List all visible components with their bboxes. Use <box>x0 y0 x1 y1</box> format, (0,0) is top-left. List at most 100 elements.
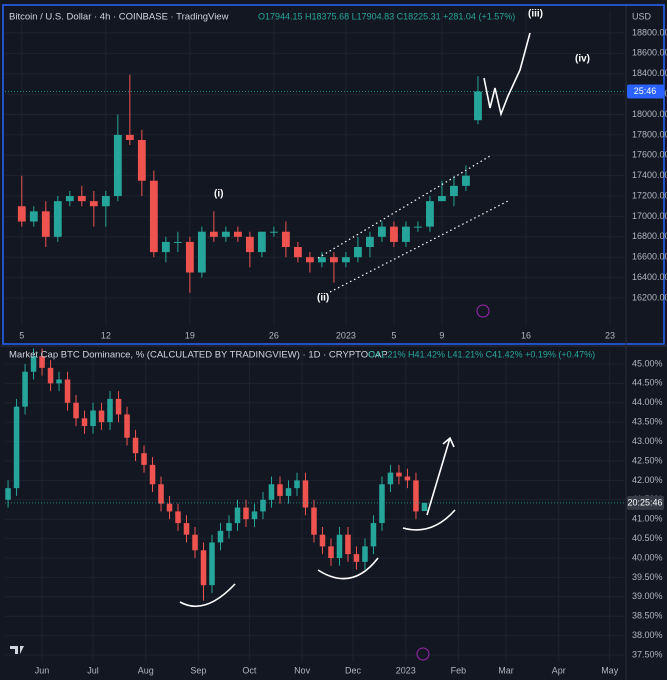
candle-body <box>113 134 122 197</box>
candle-body <box>319 534 326 547</box>
x-tick-label: Jun <box>35 665 50 675</box>
candle-body <box>158 484 164 504</box>
candle-body <box>125 134 134 140</box>
y-tick-label: 16400.00 <box>632 272 667 282</box>
y-tick-label: 18400.00 <box>632 68 667 78</box>
y-tick-label: 17800.00 <box>632 129 667 139</box>
candle-body <box>378 226 386 237</box>
x-tick-label: Nov <box>294 665 311 675</box>
candle-body <box>65 196 74 202</box>
wave-label: (ii) <box>317 293 329 304</box>
candle-body <box>413 480 419 512</box>
candle-body <box>438 196 446 202</box>
candle-body <box>234 507 241 524</box>
y-tick-label: 43.50% <box>632 417 663 427</box>
y-tick-label: 39.50% <box>632 572 663 582</box>
candle-body <box>183 523 190 535</box>
candle-body <box>366 236 374 248</box>
y-tick-label: 16800.00 <box>632 231 667 241</box>
candle-body <box>354 247 362 258</box>
y-tick-label: 38.50% <box>632 611 663 621</box>
x-tick-label: 5 <box>19 330 24 340</box>
candle-body <box>281 231 290 248</box>
y-tick-label: 18800.00 <box>632 27 667 37</box>
y-tick-label: 17600.00 <box>632 150 667 160</box>
candle-body <box>233 231 242 237</box>
x-tick-label: Feb <box>451 665 467 675</box>
x-tick-label: Oct <box>242 665 257 675</box>
y-tick-label: 44.00% <box>632 397 663 407</box>
last-price-tag <box>627 84 664 99</box>
curve-drawing <box>179 583 236 608</box>
x-tick-label: 16 <box>521 330 531 340</box>
candle-body <box>39 356 45 368</box>
candle-body <box>192 534 198 551</box>
ohlc-legend: O17944.15 H18375.68 L17904.83 C18225.31 … <box>258 11 515 21</box>
candle-body <box>41 211 50 237</box>
candle-body <box>149 464 156 485</box>
x-tick-label: Apr <box>552 665 566 675</box>
x-tick-label: 19 <box>185 330 195 340</box>
y-tick-label: 17200.00 <box>632 190 667 200</box>
candle-body <box>29 211 38 222</box>
candle-body <box>161 241 170 253</box>
y-tick-label: 38.00% <box>632 630 663 640</box>
candle-body <box>13 406 20 489</box>
candle-body <box>328 546 334 558</box>
event-icon[interactable] <box>416 647 430 661</box>
candle-body <box>245 236 254 253</box>
x-tick-label: 5 <box>391 330 396 340</box>
x-tick-label: 12 <box>101 330 111 340</box>
curve-drawing <box>402 509 456 531</box>
candle-body <box>56 379 62 384</box>
candle-body <box>47 367 54 384</box>
candle-body <box>137 139 146 181</box>
candle-body <box>305 257 314 263</box>
candle-body <box>370 523 377 547</box>
candle-body <box>200 550 207 586</box>
y-tick-label: 17000.00 <box>632 211 667 221</box>
candle-body <box>260 499 266 512</box>
candle-body <box>390 226 398 242</box>
y-tick-label: 16200.00 <box>632 292 667 302</box>
y-tick-label: 17400.00 <box>632 170 667 180</box>
y-tick-label: 40.00% <box>632 552 663 562</box>
candle-body <box>474 91 482 121</box>
y-tick-label: 18000.00 <box>632 109 667 119</box>
candle-body <box>353 554 360 562</box>
y-tick-label: 42.50% <box>632 455 663 465</box>
candle-body <box>294 480 300 489</box>
chart-title: Market Cap BTC Dominance, % (CALCULATED … <box>9 350 388 361</box>
candle-body <box>81 418 88 427</box>
candle-body <box>221 231 230 237</box>
candle-body <box>30 356 37 372</box>
candle-body <box>404 476 411 481</box>
candle-body <box>336 534 343 558</box>
candle-body <box>342 257 350 263</box>
event-icon[interactable] <box>476 304 490 318</box>
candle-body <box>251 511 258 520</box>
y-tick-label: 37.50% <box>632 649 663 659</box>
candle-body <box>173 241 182 243</box>
y-tick-label: 16600.00 <box>632 252 667 262</box>
wave-label: (iv) <box>575 54 590 65</box>
candle-body <box>197 231 206 273</box>
candle-body <box>64 379 71 403</box>
candle-body <box>243 507 249 520</box>
candle-body <box>17 206 26 222</box>
candle-body <box>101 196 110 207</box>
countdown-label: 25:46 <box>634 86 657 96</box>
candle-body <box>115 398 122 415</box>
y-tick-label: 44.50% <box>632 378 663 388</box>
candle-body <box>124 414 130 438</box>
active-panel-border <box>2 4 665 345</box>
candle-body <box>209 231 218 237</box>
candle-body <box>226 523 232 531</box>
wave-label: (i) <box>214 189 223 200</box>
candle-body <box>426 201 434 227</box>
candle-body <box>22 371 28 407</box>
candle-body <box>53 201 62 237</box>
candle-body <box>330 257 338 263</box>
